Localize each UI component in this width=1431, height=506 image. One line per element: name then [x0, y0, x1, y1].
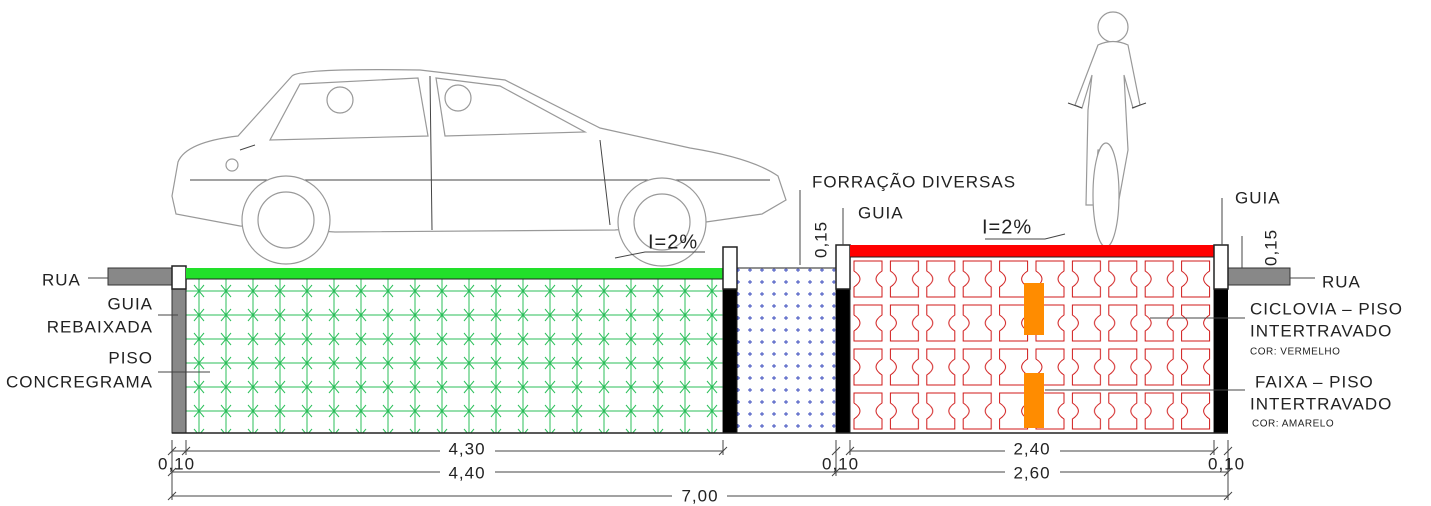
dimension-lines	[167, 440, 1233, 501]
car	[171, 69, 787, 267]
dimension: 0,10	[1208, 454, 1245, 473]
label: FORRAÇÃO DIVERSAS	[812, 172, 1016, 191]
label: GUIA	[1235, 188, 1281, 207]
label: GUIA	[858, 203, 904, 222]
label: CONCREGRAMA	[6, 372, 153, 391]
label: COR: AMARELO	[1252, 419, 1334, 430]
label: CICLOVIA – PISO	[1250, 299, 1403, 318]
label: INTERTRAVADO	[1250, 394, 1392, 413]
dimension: 0,10	[158, 454, 195, 473]
dimension: 0,15	[811, 221, 830, 258]
slope: I=2%	[648, 231, 698, 253]
label: FAIXA – PISO	[1255, 372, 1374, 391]
dimension: 0,10	[822, 454, 859, 473]
label: RUA	[42, 270, 81, 289]
dimension: 2,40	[1013, 439, 1050, 458]
label: PISO	[108, 348, 153, 367]
dimension: 2,60	[1013, 463, 1050, 482]
dimensions: 0,10 4,30 4,40 0,10 2,40 2,60 0,10 7,00	[158, 439, 1245, 505]
dimension: 4,40	[448, 463, 485, 482]
dimension: 0,15	[1261, 229, 1280, 266]
cyclist	[1067, 11, 1147, 248]
label: RUA	[1322, 272, 1361, 291]
label: COR: VERMELHO	[1250, 347, 1340, 358]
leaders	[88, 190, 1315, 391]
label: REBAIXADA	[47, 317, 153, 336]
label: INTERTRAVADO	[1250, 321, 1392, 340]
label: GUIA	[107, 294, 153, 313]
section	[107, 244, 1291, 434]
dimension: 4,30	[448, 439, 485, 458]
labels: RUA GUIA REBAIXADA PISO CONCREGRAMA I=2%…	[6, 172, 1403, 430]
slope: I=2%	[982, 216, 1032, 238]
dimension: 7,00	[681, 486, 718, 505]
